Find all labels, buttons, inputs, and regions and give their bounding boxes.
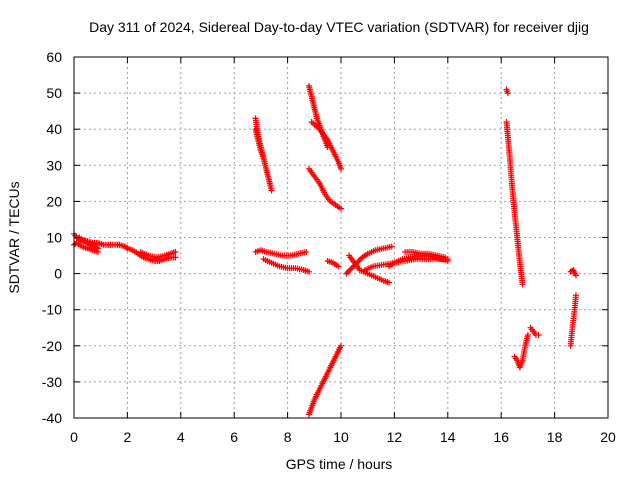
data-point xyxy=(358,255,365,262)
data-point xyxy=(268,187,275,194)
data-point xyxy=(524,331,531,338)
y-tick-label: -10 xyxy=(42,302,62,318)
data-point xyxy=(347,266,354,273)
data-point xyxy=(123,244,130,251)
data-point xyxy=(519,281,526,288)
series-arc-02 xyxy=(71,239,102,255)
x-tick-label: 6 xyxy=(230,429,238,445)
x-tick-label: 0 xyxy=(70,429,78,445)
data-point xyxy=(535,331,542,338)
data-point xyxy=(344,269,351,276)
series-arc-16 xyxy=(346,252,393,286)
series-arc-13 xyxy=(305,342,344,418)
chart-title: Day 311 of 2024, Sidereal Day-to-day VTE… xyxy=(89,19,589,35)
x-tick-label: 4 xyxy=(177,429,185,445)
series-arc-12 xyxy=(305,165,344,212)
x-tick-label: 18 xyxy=(547,429,563,445)
data-point xyxy=(343,270,350,277)
series-arc-04 xyxy=(124,245,179,264)
grid-lines xyxy=(74,57,608,418)
x-tick-label: 12 xyxy=(387,429,403,445)
axis-ticks: 0 2 4 6 8 10 12 14 16 18 20 -40 -30 -20 -10 0 10 20 30 40 50… xyxy=(42,49,616,445)
data-points xyxy=(71,82,579,418)
series-arc-09 xyxy=(260,256,312,275)
series-arc-22 xyxy=(511,331,531,371)
series-arc-07 xyxy=(252,126,267,162)
series-arc-19 xyxy=(402,248,449,261)
series-arc-08 xyxy=(252,247,310,259)
y-tick-label: -20 xyxy=(42,338,62,354)
y-tick-label: 50 xyxy=(46,85,62,101)
y-tick-label: 0 xyxy=(54,266,62,282)
data-point xyxy=(335,263,342,270)
y-tick-label: 10 xyxy=(46,230,62,246)
data-point xyxy=(95,245,102,252)
data-point xyxy=(348,265,355,272)
series-arc-21 xyxy=(503,86,511,97)
x-tick-label: 2 xyxy=(124,429,132,445)
data-point xyxy=(572,272,579,279)
series-arc-23 xyxy=(527,324,542,338)
x-tick-label: 14 xyxy=(440,429,456,445)
y-tick-label: -40 xyxy=(42,410,62,426)
series-arc-05 xyxy=(137,248,179,261)
series-arc-20 xyxy=(503,118,526,288)
data-point xyxy=(93,244,100,251)
data-point xyxy=(305,268,312,275)
x-axis-label: GPS time / hours xyxy=(286,456,393,472)
data-point xyxy=(260,155,267,162)
series-arc-03 xyxy=(76,234,102,252)
data-point xyxy=(338,165,344,172)
data-point xyxy=(346,267,353,274)
y-tick-label: -30 xyxy=(42,374,62,390)
series-arc-14 xyxy=(324,257,342,270)
x-tick-label: 20 xyxy=(600,429,616,445)
data-point xyxy=(442,254,449,261)
series-arc-24 xyxy=(567,292,579,349)
y-tick-label: 40 xyxy=(46,121,62,137)
x-tick-label: 10 xyxy=(333,429,349,445)
x-tick-label: 8 xyxy=(284,429,292,445)
data-point xyxy=(303,248,310,255)
data-point xyxy=(572,292,579,299)
data-point xyxy=(338,205,344,212)
data-point xyxy=(338,342,344,349)
data-point xyxy=(355,258,362,265)
y-tick-label: 60 xyxy=(46,49,62,65)
series-arc-15 xyxy=(343,243,395,277)
y-tick-label: 20 xyxy=(46,193,62,209)
x-tick-label: 16 xyxy=(493,429,509,445)
y-axis-label: SDTVAR / TECUs xyxy=(6,181,22,293)
data-point xyxy=(388,243,395,250)
series-arc-25 xyxy=(567,266,579,279)
data-point xyxy=(172,248,179,255)
data-point xyxy=(386,279,393,286)
data-point xyxy=(504,90,511,97)
data-point xyxy=(172,254,179,261)
data-point xyxy=(356,257,363,264)
y-tick-label: 30 xyxy=(46,157,62,173)
series-arc-11 xyxy=(308,118,344,172)
